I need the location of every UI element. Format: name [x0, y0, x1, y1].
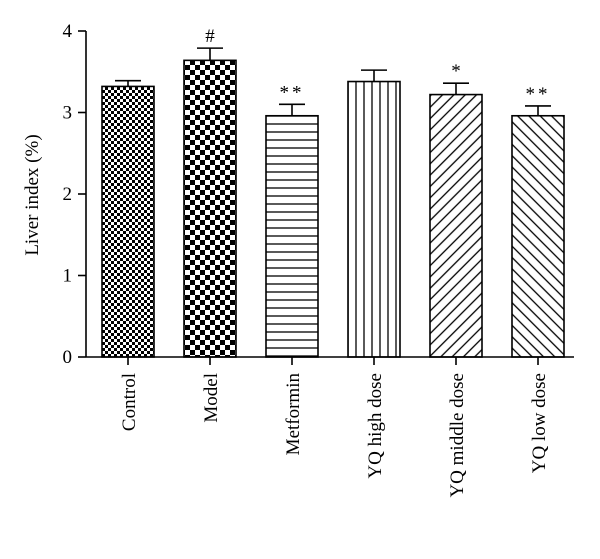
x-tick-label-6: YQ low dose [529, 373, 550, 473]
bar-5 [429, 93, 483, 358]
y-tick-label-2: 2 [63, 184, 73, 205]
y-axis-label: Liver index (%) [22, 134, 43, 255]
significance-mark-3: ** [280, 82, 305, 103]
significance-mark-5: * [451, 61, 461, 82]
x-tick-label-1: Control [119, 373, 140, 431]
bar-1 [101, 85, 155, 358]
y-tick-label-1: 1 [63, 266, 73, 287]
significance-mark-6: ** [526, 84, 551, 105]
x-tick-label-3: Metformin [283, 373, 304, 456]
y-tick-label-4: 4 [63, 21, 73, 42]
bar-6 [511, 114, 565, 358]
bar-4 [347, 80, 401, 358]
y-tick-label-3: 3 [63, 103, 73, 124]
bar-2 [183, 59, 237, 358]
y-tick-label-0: 0 [63, 347, 73, 368]
x-tick-label-2: Model [201, 373, 222, 423]
x-tick-label-5: YQ middle dose [447, 373, 468, 498]
bar-3 [265, 114, 319, 358]
chart-marks: Control # Model ** Metformin YQ high dose * YQ … [101, 26, 565, 498]
significance-mark-2: # [205, 26, 215, 47]
chart-axes: 0 1 2 3 4 [63, 21, 574, 368]
x-tick-label-4: YQ high dose [365, 373, 386, 479]
